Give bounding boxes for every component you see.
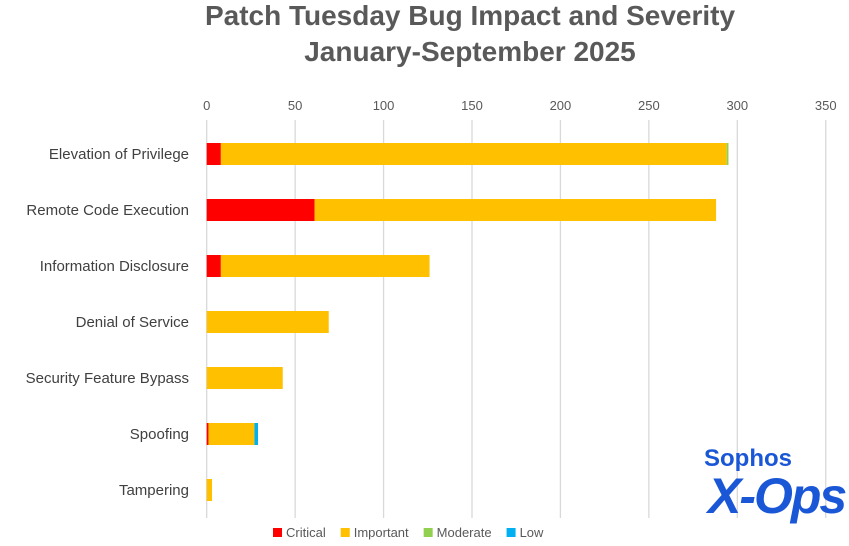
bar-segment-low	[254, 423, 258, 445]
x-tick-label: 150	[461, 98, 483, 113]
category-label: Tampering	[119, 482, 189, 499]
x-tick-label: 0	[203, 98, 210, 113]
bar-segment-important	[220, 255, 430, 277]
legend-swatch	[506, 528, 516, 537]
bar-segment-critical	[206, 255, 221, 277]
legend-label: Important	[354, 525, 409, 540]
x-tick-label: 200	[550, 98, 572, 113]
chart-title: Patch Tuesday Bug Impact and Severity	[204, 0, 736, 31]
chart-subtitle: January-September 2025	[304, 36, 636, 67]
bar-segment-important	[206, 367, 283, 389]
legend-swatch	[423, 528, 433, 537]
x-tick-label: 100	[373, 98, 395, 113]
legend-swatch	[273, 528, 282, 537]
x-tick-label: 350	[815, 98, 837, 113]
legend-label: Moderate	[437, 525, 492, 540]
x-tick-label: 300	[726, 98, 748, 113]
bar-segment-important	[208, 423, 255, 445]
bar-segment-important	[314, 199, 717, 221]
bar-segment-critical	[206, 199, 315, 221]
category-label: Spoofing	[130, 426, 189, 443]
x-tick-label: 250	[638, 98, 660, 113]
category-label: Denial of Service	[76, 314, 189, 331]
x-tick-label: 50	[288, 98, 302, 113]
bar-segment-critical	[206, 423, 209, 445]
category-label: Information Disclosure	[40, 258, 189, 275]
bar-segment-important	[206, 311, 329, 333]
category-label: Remote Code Execution	[26, 202, 189, 219]
bar-segment-critical	[206, 143, 221, 165]
category-label: Elevation of Privilege	[49, 146, 189, 163]
legend-label: Critical	[286, 525, 326, 540]
legend-swatch	[340, 528, 350, 537]
bar-segment-moderate	[726, 143, 729, 165]
bar-segment-important	[220, 143, 727, 165]
sophos-xops-logo: Sophos X-Ops	[704, 445, 847, 524]
category-label: Security Feature Bypass	[26, 370, 189, 387]
legend-label: Low	[520, 525, 544, 540]
bar-segment-important	[206, 479, 213, 501]
